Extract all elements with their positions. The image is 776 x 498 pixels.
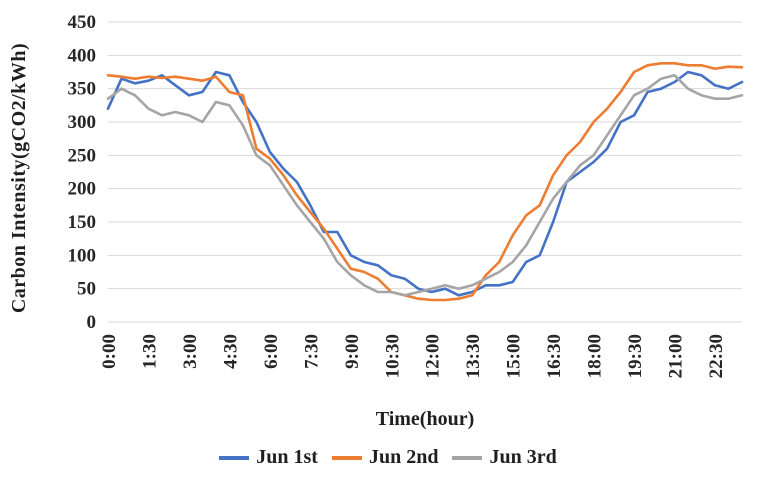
legend-line-swatch-jun-2nd [331, 455, 362, 460]
svg-text:3:00: 3:00 [180, 334, 201, 369]
svg-text:19:30: 19:30 [625, 334, 646, 378]
legend-label-jun-1st: Jun 1st [256, 446, 318, 468]
svg-text:22:30: 22:30 [706, 334, 727, 378]
svg-text:13:30: 13:30 [463, 334, 484, 378]
plot-area: 0 50 100 150 200 250 300 350 400 450 0:00 1:30 3:00 4… [68, 12, 744, 378]
svg-text:150: 150 [68, 212, 97, 233]
svg-text:50: 50 [77, 279, 96, 300]
svg-text:7:30: 7:30 [301, 334, 322, 369]
svg-text:18:00: 18:00 [585, 334, 606, 378]
legend-label-jun-2nd: Jun 2nd [368, 446, 439, 468]
svg-text:400: 400 [68, 45, 97, 66]
chart-legend: Jun 1st Jun 2nd Jun 3rd [0, 446, 776, 469]
svg-text:250: 250 [68, 145, 97, 166]
svg-text:6:00: 6:00 [261, 334, 282, 369]
x-axis-title: Time(hour) [375, 408, 475, 430]
legend-item-jun-2nd: Jun 2nd [331, 446, 439, 469]
svg-text:9:00: 9:00 [342, 334, 363, 369]
legend-item-jun-1st: Jun 1st [219, 446, 318, 469]
legend-line-swatch-jun-1st [219, 455, 250, 460]
svg-text:200: 200 [68, 179, 97, 200]
legend-line-swatch-jun-3rd [452, 455, 483, 460]
svg-text:10:30: 10:30 [382, 334, 403, 378]
svg-text:16:30: 16:30 [544, 334, 565, 378]
legend-item-jun-3rd: Jun 3rd [452, 446, 557, 469]
legend-label-jun-3rd: Jun 3rd [489, 446, 557, 468]
svg-text:100: 100 [68, 245, 97, 266]
svg-text:0: 0 [87, 312, 97, 333]
y-axis-title: Carbon Intensity(gCO2/kWh) [8, 42, 30, 314]
svg-text:350: 350 [68, 79, 97, 100]
svg-text:15:00: 15:00 [504, 334, 525, 378]
svg-text:21:00: 21:00 [666, 334, 687, 378]
svg-text:1:30: 1:30 [139, 334, 160, 369]
svg-text:300: 300 [68, 112, 97, 133]
svg-text:0:00: 0:00 [99, 334, 120, 369]
svg-text:450: 450 [68, 12, 97, 33]
svg-text:12:00: 12:00 [423, 334, 444, 378]
svg-text:4:30: 4:30 [220, 334, 241, 369]
